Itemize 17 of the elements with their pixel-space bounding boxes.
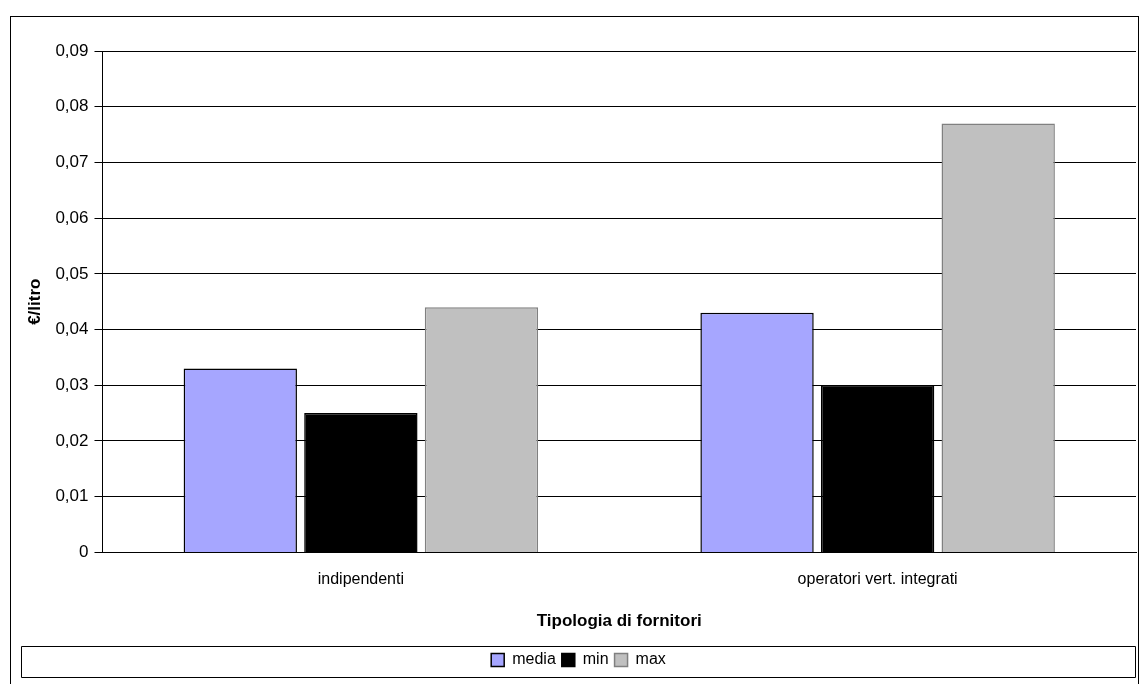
y-tick-label: 0,08 [55, 96, 89, 116]
y-tick-label: 0,02 [55, 430, 89, 450]
y-tick-label: 0,01 [55, 486, 89, 506]
legend-label: max [635, 650, 666, 668]
y-tick-label: 0,07 [55, 152, 89, 172]
y-tick-label: 0,06 [55, 207, 89, 227]
y-tick-label: 0,09 [55, 40, 89, 60]
y-tick-label: 0,04 [55, 319, 89, 339]
x-axis-title: Tipologia di fornitori [536, 611, 702, 631]
x-tick-label: operatori vert. integrati [797, 570, 958, 588]
y-tick-label: 0 [79, 542, 89, 562]
legend-label: min [582, 650, 609, 668]
y-tick-label: 0,05 [55, 263, 89, 283]
x-tick-label: indipendenti [317, 570, 405, 588]
y-tick-label: 0,03 [55, 374, 89, 394]
legend-label: media [512, 650, 556, 668]
y-axis-title: €/litro [24, 278, 44, 325]
